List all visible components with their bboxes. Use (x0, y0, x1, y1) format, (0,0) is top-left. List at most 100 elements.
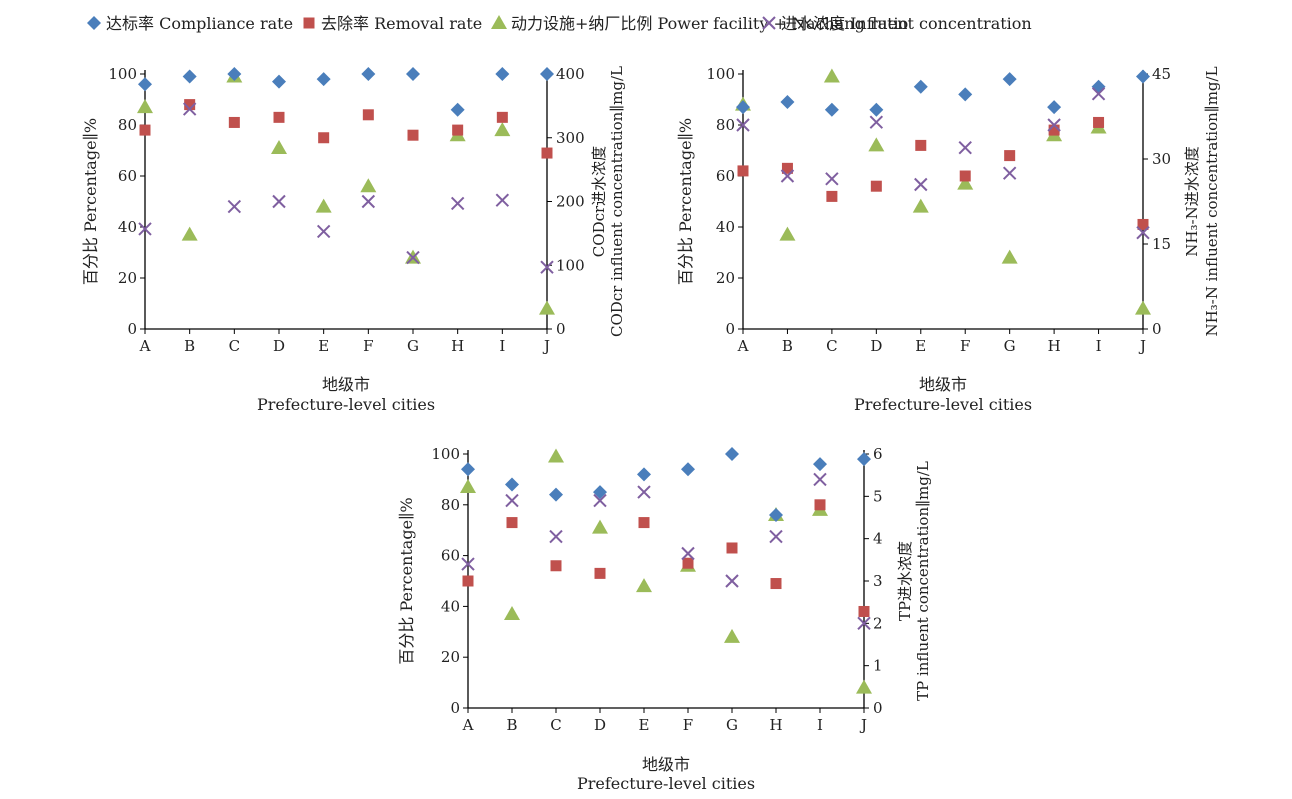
data-point-diamond (637, 467, 651, 482)
data-point-square (959, 170, 971, 182)
x-axis-title: Prefecture-level cities (257, 395, 435, 414)
y-axis-title: 百分比 Percentage∥% (676, 118, 695, 285)
data-point-square (737, 165, 749, 177)
data-point-x (769, 529, 783, 544)
data-point-triangle (957, 175, 974, 190)
x-tick-label: F (960, 337, 970, 355)
data-point-triangle (315, 198, 332, 213)
y2-axis-title: CODcr influent concentration∥mg/L (608, 66, 626, 337)
data-point-diamond (361, 67, 376, 81)
data-point-square (1093, 116, 1105, 128)
data-point-x (1136, 225, 1150, 240)
y-axis-title: 百分比 Percentage∥% (81, 118, 100, 285)
x-axis-title: Prefecture-level cities (577, 774, 755, 793)
x-tick-label: A (462, 716, 474, 734)
y-tick-label: 80 (716, 116, 735, 134)
data-point-diamond (505, 477, 519, 492)
data-point-diamond (824, 102, 839, 117)
data-point-square (915, 139, 927, 151)
data-point-x (857, 616, 871, 631)
data-point-square (506, 517, 518, 529)
data-point-diamond (227, 67, 242, 81)
y2-tick-label: 300 (556, 129, 585, 147)
data-point-diamond (593, 485, 607, 500)
x-tick-label: D (273, 337, 285, 355)
data-point-diamond (780, 95, 795, 110)
y2-tick-label: 15 (1152, 235, 1171, 253)
x-tick-label: B (782, 337, 793, 355)
data-point-diamond (1047, 100, 1062, 115)
y-tick-label: 0 (127, 320, 137, 338)
x-tick-label: I (1096, 337, 1102, 355)
data-point-x (272, 194, 286, 209)
x-tick-label: C (550, 716, 561, 734)
data-point-x (736, 118, 750, 132)
x-tick-label: B (506, 716, 517, 734)
data-point-triangle (856, 679, 872, 694)
data-point-square (462, 575, 474, 587)
data-point-triangle (360, 178, 377, 193)
x-tick-label: D (870, 337, 882, 355)
x-tick-label: H (769, 716, 782, 734)
x-tick-label: H (1048, 337, 1061, 355)
x-tick-label: D (594, 716, 606, 734)
x-axis-title: 地级市 (322, 375, 370, 394)
data-point-x (825, 172, 839, 186)
y2-tick-label: 0 (873, 699, 883, 717)
data-point-square (228, 116, 240, 128)
data-point-triangle (636, 578, 652, 593)
data-point-triangle (868, 137, 885, 152)
data-point-diamond (869, 102, 884, 117)
legend-marker-diamond (87, 16, 101, 30)
x-tick-label: E (915, 337, 926, 355)
y-tick-label: 20 (441, 648, 460, 666)
data-point-diamond (450, 102, 465, 117)
data-point-diamond (182, 69, 197, 84)
y-tick-label: 80 (118, 116, 137, 134)
data-point-x (637, 485, 651, 499)
y-tick-label: 0 (725, 320, 735, 338)
data-point-triangle (724, 628, 740, 643)
x-tick-label: J (859, 716, 867, 734)
data-point-triangle (494, 122, 511, 137)
data-point-x (549, 529, 563, 544)
data-point-square (858, 605, 870, 617)
y2-tick-label: 30 (1152, 150, 1171, 168)
data-point-x (725, 574, 739, 588)
y2-axis-title: TP influent concentration∥mg/L (914, 461, 932, 701)
data-point-square (407, 129, 419, 141)
data-point-x (1002, 166, 1017, 180)
data-point-triangle (779, 226, 796, 241)
data-point-diamond (813, 457, 827, 472)
x-tick-label: J (1138, 337, 1146, 355)
y-tick-label: 60 (118, 167, 137, 185)
nh3n-chart: 0 20 40 60 80 100 0 15 30 45 A B C D E F G H I J 地级市Prefectu… (676, 65, 1221, 414)
data-point-diamond (681, 462, 695, 477)
y-tick-label: 40 (716, 218, 735, 236)
y2-tick-label: 6 (873, 445, 883, 463)
data-point-x (138, 222, 152, 236)
data-point-triangle (539, 300, 555, 315)
data-point-triangle (460, 479, 476, 494)
y-tick-label: 20 (118, 269, 137, 287)
legend-marker-triangle (491, 15, 507, 29)
y2-tick-label: 3 (873, 572, 883, 590)
data-point-square (550, 560, 562, 572)
x-tick-label: B (184, 337, 195, 355)
data-point-triangle (137, 99, 153, 114)
data-point-square (452, 124, 464, 136)
data-point-square (726, 542, 738, 554)
x-tick-label: G (1004, 337, 1016, 355)
x-tick-label: A (737, 337, 749, 355)
data-point-square (496, 111, 508, 123)
data-point-x (780, 169, 795, 183)
data-point-diamond (316, 72, 331, 87)
data-point-triangle (548, 448, 564, 463)
x-tick-label: A (139, 337, 151, 355)
data-point-diamond (725, 447, 739, 461)
y2-tick-label: 1 (873, 657, 883, 675)
data-point-x (450, 196, 465, 211)
y2-tick-label: 5 (873, 487, 883, 505)
data-point-square (362, 109, 374, 121)
data-point-diamond (913, 79, 928, 94)
